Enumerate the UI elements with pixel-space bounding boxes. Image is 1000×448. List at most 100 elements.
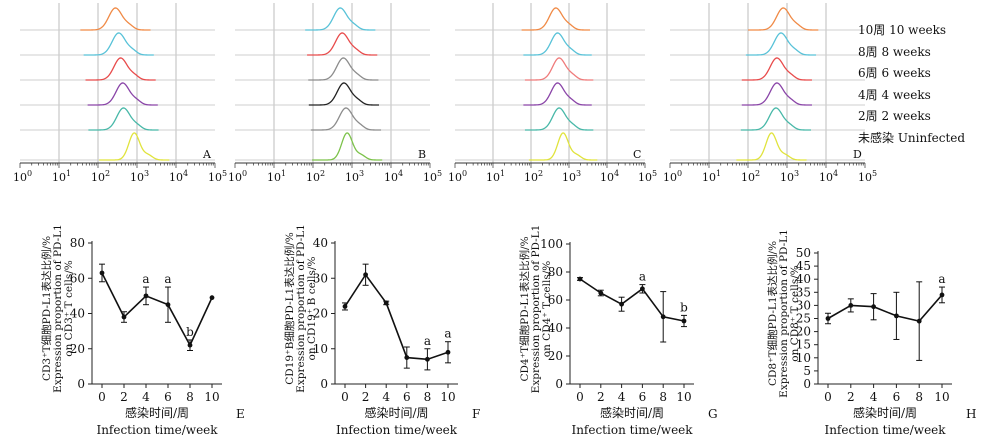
tick-base: 10 — [486, 171, 500, 184]
histogram-curve — [85, 57, 156, 81]
x-tick-label: 8 — [186, 390, 194, 404]
y-axis-label-en: Expression proportion of PD-L1 — [295, 224, 307, 393]
data-point — [939, 292, 945, 298]
data-point — [660, 314, 666, 320]
panel-label: E — [236, 407, 245, 421]
y-tick-label: 5 — [803, 364, 811, 378]
legend-item-4-weeks: 4周 4 weeks — [858, 87, 931, 102]
data-point — [894, 313, 899, 319]
x-axis-label-en: Infection time/week — [824, 423, 946, 437]
y-tick-label: 20 — [796, 325, 811, 339]
tick-exponent: 0 — [27, 169, 32, 178]
y-axis-label-cn: CD19⁺B细胞PD-L1表达比例/% — [283, 232, 296, 384]
histogram-curve — [521, 7, 591, 31]
x-axis-label-en: Infection time/week — [571, 423, 693, 437]
histogram-curve — [741, 82, 812, 106]
tick-exponent: 0 — [242, 169, 247, 178]
data-point — [916, 318, 922, 324]
y-axis-label-en-2: on CD19⁺ B cells/% — [306, 257, 318, 361]
tick-base: 10 — [384, 171, 398, 184]
significance-label: a — [164, 272, 171, 286]
x-axis-label-en: Infection time/week — [96, 423, 218, 437]
y-tick-label: 30 — [313, 271, 328, 285]
tick-base: 10 — [267, 171, 281, 184]
x-tick-label: 6 — [639, 390, 647, 404]
x-tick-label: 104 — [169, 169, 188, 184]
tick-exponent: 5 — [437, 169, 442, 178]
x-tick-label: 4 — [382, 390, 390, 404]
data-point — [363, 272, 368, 278]
tick-base: 10 — [638, 171, 652, 184]
histogram-curve — [745, 32, 817, 56]
histogram-curve — [80, 7, 151, 31]
tick-base: 10 — [819, 171, 833, 184]
y-tick-label: 0 — [555, 377, 563, 391]
y-tick-label: 60 — [548, 293, 563, 307]
x-tick-label: 104 — [819, 169, 838, 184]
tick-exponent: 2 — [105, 169, 110, 178]
tick-exponent: 1 — [66, 169, 71, 178]
x-tick-label: 8 — [424, 390, 432, 404]
x-tick-label: 103 — [780, 169, 799, 184]
y-tick-label: 35 — [796, 285, 811, 299]
tick-base: 10 — [13, 171, 27, 184]
histogram-curve — [87, 82, 158, 106]
data-point — [383, 300, 389, 306]
tick-exponent: 0 — [462, 169, 467, 178]
y-axis-label-cn: CD3⁺T细胞PD-L1表达比例/% — [40, 236, 53, 381]
x-tick-label: 6 — [893, 390, 901, 404]
tick-exponent: 4 — [398, 169, 403, 178]
tick-base: 10 — [858, 171, 872, 184]
panel-label: A — [202, 148, 212, 161]
y-tick-label: 30 — [796, 298, 811, 312]
tick-exponent: 1 — [500, 169, 505, 178]
y-tick-label: 50 — [796, 246, 811, 260]
x-axis-label-en: Infection time/week — [336, 423, 458, 437]
panel-label: C — [633, 148, 641, 161]
data-point — [165, 302, 171, 308]
x-tick-label: 8 — [915, 390, 923, 404]
y-axis-label-en-2: on CD4⁺ T cells/% — [541, 261, 553, 358]
x-tick-label: 0 — [341, 390, 349, 404]
y-tick-label: 40 — [548, 321, 563, 335]
data-point — [425, 356, 430, 362]
histogram-curve — [748, 7, 819, 31]
y-tick-label: 10 — [313, 342, 328, 356]
x-tick-label: 8 — [659, 390, 667, 404]
y-axis-label: CD19⁺B细胞PD-L1表达比例/%Expression proportion… — [283, 224, 318, 393]
x-tick-label: 102 — [524, 169, 543, 184]
y-tick-label: 100 — [540, 237, 563, 251]
y-tick-label: 40 — [313, 236, 328, 250]
tick-exponent: 4 — [614, 169, 619, 178]
series-line — [101, 272, 213, 348]
y-tick-label: 0 — [77, 377, 85, 391]
data-point — [871, 304, 876, 310]
x-tick-label: 102 — [306, 169, 325, 184]
x-tick-label: 0 — [98, 390, 106, 404]
y-axis-label-en: Expression proportion of PD-L1 — [530, 225, 542, 394]
x-tick-label: 10 — [934, 390, 949, 404]
data-point — [342, 304, 348, 309]
data-point — [445, 349, 451, 355]
x-tick-label: 102 — [741, 169, 760, 184]
y-tick-label: 80 — [548, 265, 563, 279]
x-tick-label: 101 — [702, 169, 721, 184]
tick-exponent: 2 — [320, 169, 325, 178]
y-tick-label: 20 — [548, 349, 563, 363]
significance-label: a — [424, 334, 431, 348]
data-point — [681, 318, 687, 324]
tick-exponent: 4 — [183, 169, 188, 178]
histogram-curve — [741, 57, 812, 81]
x-tick-label: 6 — [164, 390, 172, 404]
x-tick-label: 10 — [440, 390, 455, 404]
histogram-curve — [736, 132, 807, 161]
panel-label: D — [853, 148, 862, 161]
x-tick-label: 0 — [576, 390, 584, 404]
x-tick-label: 105 — [208, 169, 227, 184]
tick-base: 10 — [524, 171, 538, 184]
x-tick-label: 104 — [384, 169, 403, 184]
histogram-curve — [524, 107, 594, 131]
x-tick-label: 105 — [638, 169, 657, 184]
x-tick-label: 0 — [824, 390, 832, 404]
